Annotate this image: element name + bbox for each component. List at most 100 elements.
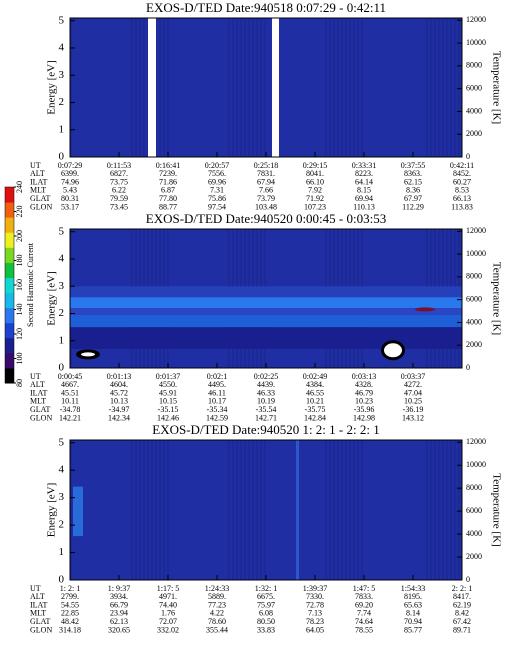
texture-stripe [264, 18, 266, 157]
texture-stripe [434, 18, 436, 157]
ephemeris-value: 142.98 [353, 413, 375, 422]
ephemeris-label: GLON [30, 202, 52, 211]
y-tick-label: 5 [59, 14, 65, 26]
ephemeris-value: 10.17 [208, 397, 226, 406]
ephemeris-value: 47.04 [404, 388, 422, 397]
texture-stripe [70, 18, 72, 157]
texture-stripe [434, 440, 436, 580]
y2-tick-label: 12000 [466, 15, 486, 24]
ephemeris-value: 69.96 [208, 177, 226, 186]
texture-stripe [349, 18, 351, 157]
ephemeris-value: 75.86 [208, 194, 226, 203]
ephemeris-value: 4.22 [210, 609, 224, 618]
texture-stripe [240, 440, 242, 580]
ephemeris-value: 8417. [453, 592, 471, 601]
ephemeris-value: 66.79 [110, 600, 128, 609]
colorbar-segment [5, 367, 14, 384]
y2-tick-label: 6000 [466, 294, 482, 303]
ephemeris-value: 72.07 [159, 617, 177, 626]
ephemeris-value: 74.96 [61, 177, 79, 186]
ephemeris-value: 77.80 [159, 194, 177, 203]
y2-tick-label: 0 [466, 575, 470, 584]
ephemeris-value: 75.97 [257, 600, 275, 609]
texture-stripe [442, 18, 444, 157]
texture-stripe [70, 440, 72, 580]
texture-stripe [333, 18, 335, 157]
texture-stripe [232, 18, 234, 157]
ephemeris-value: 4971. [159, 592, 177, 601]
colorbar-tick-label: 200 [15, 230, 24, 242]
feature [81, 352, 95, 357]
colorbar-tick-label: 240 [15, 181, 24, 193]
ephemeris-value: 78.23 [306, 617, 324, 626]
ephemeris-value: 0:11:53 [107, 161, 131, 170]
ephemeris-value: 0:01:37 [156, 372, 180, 381]
ephemeris-value: 80.31 [61, 194, 79, 203]
texture-stripe [256, 440, 258, 580]
ephemeris-label: ALT [30, 380, 45, 389]
ephemeris-label: GLAT [30, 617, 51, 626]
ephemeris-value: 4384. [306, 380, 324, 389]
ephemeris-value: -35.75 [305, 405, 326, 414]
texture-stripe [337, 18, 339, 157]
y2-tick-label: 6000 [466, 506, 482, 515]
texture-stripe [349, 440, 351, 580]
ephemeris-value: 7.92 [308, 186, 322, 195]
colorbar-segment [5, 322, 14, 339]
ephemeris-value: 110.13 [353, 202, 375, 211]
y2-tick-label: 2000 [466, 552, 482, 561]
ephemeris-value: 69.20 [355, 600, 373, 609]
texture-stripe [357, 18, 359, 157]
ephemeris-value: 46.11 [208, 388, 226, 397]
texture-stripe [236, 18, 238, 157]
ephemeris-label: GLON [30, 413, 52, 422]
texture-stripe [135, 440, 137, 580]
ephemeris-value: 113.83 [451, 202, 473, 211]
texture-stripe [244, 18, 246, 157]
texture-stripe [325, 18, 327, 157]
texture-stripe [361, 440, 363, 580]
ephemeris-value: 8.14 [406, 609, 420, 618]
texture-stripe [446, 440, 448, 580]
ephemeris-value: 1: 2: 1 [60, 584, 80, 593]
colorbar-segment [5, 232, 14, 248]
energy-band [70, 286, 462, 298]
y-tick-label: 0 [59, 362, 65, 374]
ephemeris-value: 7831. [257, 169, 275, 178]
ephemeris-value: 77.23 [208, 600, 226, 609]
y2-tick-label: 12000 [466, 226, 486, 235]
ephemeris-value: 8195. [404, 592, 422, 601]
ephemeris-value: 10.23 [355, 397, 373, 406]
ephemeris-value: 8.53 [455, 186, 469, 195]
ephemeris-value: 4328. [355, 380, 373, 389]
colorbar-segment [5, 217, 14, 233]
y2-tick-label: 8000 [466, 483, 482, 492]
y2-tick-label: 0 [466, 152, 470, 161]
y2-tick-label: 0 [466, 363, 470, 372]
ephemeris-value: 0:33:31 [352, 161, 376, 170]
texture-stripe [159, 18, 161, 157]
colorbar-tick-label: 80 [15, 379, 24, 387]
panel-title: EXOS-D/TED Date:940520 1: 2: 1 - 2: 2: 1 [152, 422, 379, 437]
texture-stripe [248, 440, 250, 580]
ephemeris-value: 1: 9:37 [108, 584, 130, 593]
feature [73, 486, 83, 537]
texture-stripe [442, 440, 444, 580]
y2-tick-label: 10000 [466, 249, 486, 258]
texture-stripe [236, 440, 238, 580]
texture-stripe [458, 18, 460, 157]
texture-stripe [430, 440, 432, 580]
ephemeris-value: 143.12 [402, 413, 424, 422]
texture-stripe [450, 18, 452, 157]
colorbar-segment [5, 277, 14, 294]
ephemeris-value: 6.87 [161, 186, 175, 195]
ephemeris-value: 67.97 [404, 194, 422, 203]
texture-stripe [345, 440, 347, 580]
y-tick-label: 1 [59, 546, 65, 558]
ephemeris-value: 8223. [355, 169, 373, 178]
ephemeris-value: 0:25:18 [254, 161, 278, 170]
ephemeris-value: 45.72 [110, 388, 128, 397]
ephemeris-value: 66.10 [306, 177, 324, 186]
ephemeris-value: 48.42 [61, 617, 79, 626]
